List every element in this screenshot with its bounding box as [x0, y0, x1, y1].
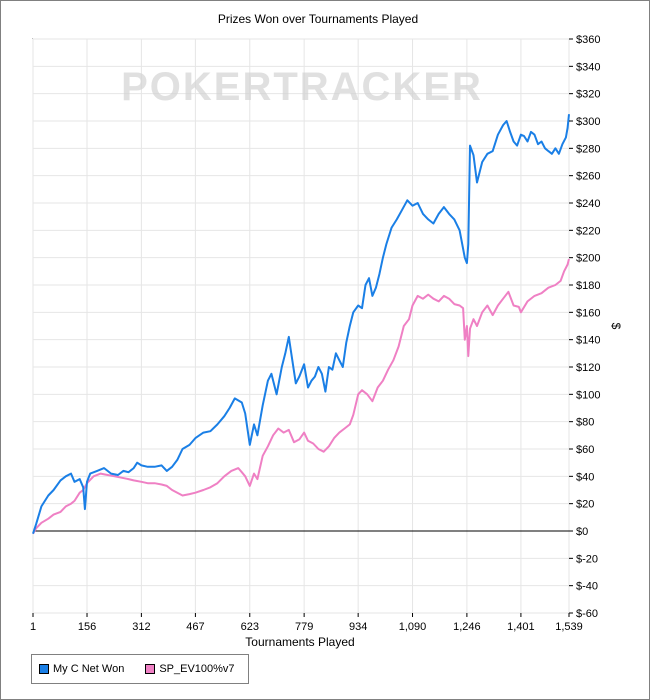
y-tick-label: $160 — [576, 307, 600, 319]
legend-item-series-2: SP_EV100%v7 — [145, 663, 235, 675]
x-tick-label: 1,246 — [453, 621, 481, 633]
x-tick-label: 1 — [30, 621, 36, 633]
x-tick-label: 467 — [186, 621, 204, 633]
series-line-1 — [32, 114, 570, 535]
y-axis: $-60 $-40 $-20 $0 $20 $40 $60 $80 $100 $120 $140 $1… — [569, 34, 600, 620]
x-tick-label: 1,539 — [555, 621, 583, 633]
y-tick-label: $300 — [576, 116, 600, 128]
legend-label-2: SP_EV100%v7 — [159, 663, 235, 675]
y-tick-label: $240 — [576, 198, 600, 210]
y-tick-label: $280 — [576, 143, 600, 155]
y-tick-label: $340 — [576, 61, 600, 73]
x-tick-label: 312 — [132, 621, 150, 633]
y-tick-label: $-40 — [576, 581, 598, 593]
x-axis-title: Tournaments Played — [245, 635, 354, 649]
y-tick-label: $80 — [576, 417, 594, 429]
x-tick-label: 779 — [295, 621, 313, 633]
legend-label-1: My C Net Won — [53, 663, 125, 675]
y-tick-label: $360 — [576, 34, 600, 46]
y-tick-label: $120 — [576, 362, 600, 374]
legend: My C Net Won SP_EV100%v7 — [31, 654, 249, 684]
y-tick-label: $-20 — [576, 553, 598, 565]
legend-swatch-2 — [145, 664, 156, 674]
x-tick-label: 1,090 — [399, 621, 427, 633]
y-tick-label: $200 — [576, 253, 600, 265]
legend-item-series-1: My C Net Won — [39, 663, 124, 675]
y-tick-label: $180 — [576, 280, 600, 292]
y-tick-label: $40 — [576, 471, 594, 483]
x-tick-label: 156 — [78, 621, 96, 633]
y-axis-title: $ — [609, 323, 623, 330]
x-tick-label: 934 — [349, 621, 367, 633]
y-tick-label: $320 — [576, 89, 600, 101]
series-line-2 — [32, 258, 570, 535]
x-tick-label: 623 — [241, 621, 259, 633]
legend-swatch-1 — [39, 664, 49, 674]
chart-title: Prizes Won over Tournaments Played — [218, 12, 418, 26]
y-tick-label: $20 — [576, 499, 594, 511]
x-axis: 1 156 312 467 623 779 934 1,090 1,246 1,401 1,539 — [30, 613, 583, 633]
plot-area — [32, 38, 570, 614]
y-tick-label: $60 — [576, 444, 594, 456]
y-tick-label: $100 — [576, 389, 600, 401]
series-lines — [32, 114, 570, 535]
y-tick-label: $260 — [576, 171, 600, 183]
x-tick-label: 1,401 — [507, 621, 535, 633]
y-tick-label: $140 — [576, 335, 600, 347]
watermark-logo: POKERTRACKER — [121, 65, 483, 109]
y-tick-label: $-60 — [576, 608, 598, 620]
gridlines — [32, 38, 570, 614]
y-tick-label: $0 — [576, 526, 588, 538]
y-tick-label: $220 — [576, 225, 600, 237]
